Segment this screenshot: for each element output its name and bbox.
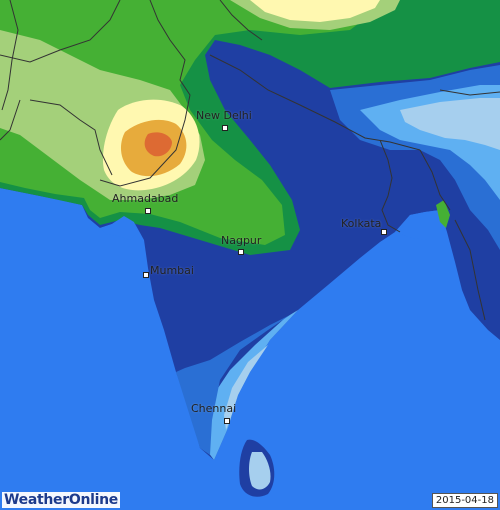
city-marker-ahmadabad [145, 208, 151, 214]
city-label-chennai: Chennai [191, 402, 237, 415]
south-blue-1 [176, 315, 290, 455]
city-marker-new-delhi [222, 125, 228, 131]
sri-lanka-inner [249, 452, 271, 490]
city-label-kolkata: Kolkata [341, 217, 382, 230]
red-zone [144, 132, 172, 157]
map-date: 2015-04-18 [431, 493, 498, 508]
city-marker-nagpur [238, 249, 244, 255]
city-marker-chennai [224, 418, 230, 424]
city-marker-kolkata [381, 229, 387, 235]
city-label-nagpur: Nagpur [221, 234, 262, 247]
city-label-mumbai: Mumbai [150, 264, 194, 277]
weatheronline-logo[interactable]: WeatherOnline [2, 492, 120, 508]
city-marker-mumbai [143, 272, 149, 278]
gulf-inlet [100, 216, 138, 240]
city-label-ahmadabad: Ahmadabad [112, 192, 179, 205]
city-label-new-delhi: New Delhi [196, 109, 252, 122]
ne-lightblue [400, 98, 500, 150]
top-paleyellow [250, 0, 380, 22]
myanmar-green [436, 200, 450, 228]
bay-notch [395, 210, 440, 240]
border-lines [0, 0, 500, 321]
